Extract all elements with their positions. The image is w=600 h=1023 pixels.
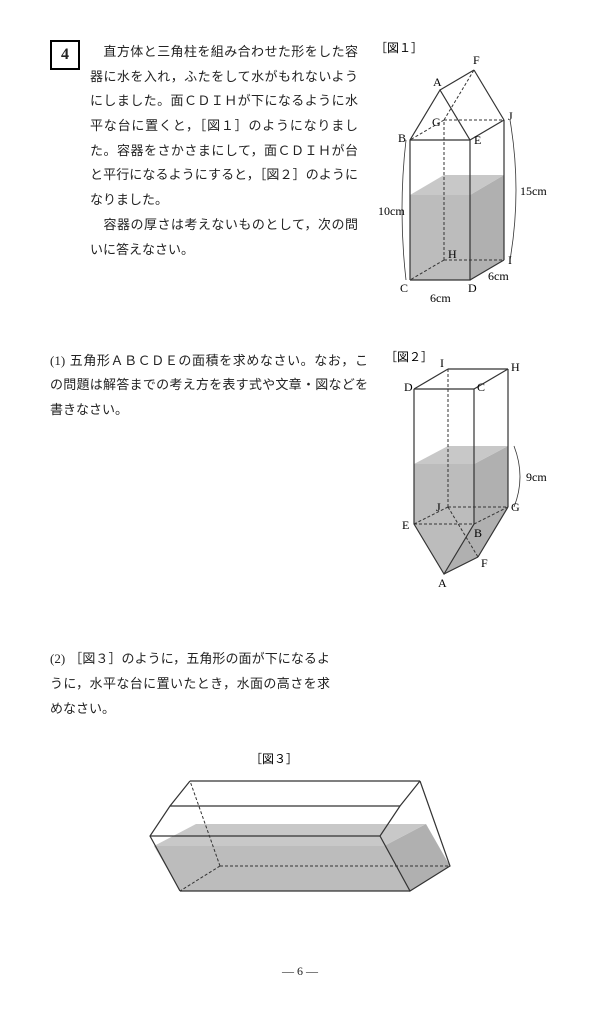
dim bbox=[514, 446, 520, 507]
svg-text:A: A bbox=[433, 75, 442, 89]
water-front bbox=[410, 195, 470, 280]
figure-3-wrap: ［図３］ bbox=[50, 751, 550, 930]
svg-text:15cm: 15cm bbox=[520, 184, 547, 198]
svg-text:10cm: 10cm bbox=[378, 204, 405, 218]
sub-1-block: (1)五角形ＡＢＣＤＥの面積を求めなさい。なお，この問題は解答までの考え方を表す… bbox=[50, 349, 550, 618]
svg-text:G: G bbox=[511, 500, 520, 514]
fig1-label: ［図１］ bbox=[375, 41, 423, 55]
svg-text:F: F bbox=[473, 53, 480, 67]
svg-text:J: J bbox=[508, 109, 513, 123]
fig3-label: ［図３］ bbox=[250, 752, 298, 766]
water-front bbox=[154, 846, 410, 891]
svg-text:C: C bbox=[400, 281, 408, 295]
svg-text:9cm: 9cm bbox=[526, 470, 547, 484]
svg-text:B: B bbox=[474, 526, 482, 540]
page-number: ― 6 ― bbox=[50, 960, 550, 983]
figure-2: ［図２］ bbox=[380, 349, 550, 618]
svg-text:D: D bbox=[468, 281, 477, 295]
svg-text:J: J bbox=[436, 500, 441, 514]
svg-text:C: C bbox=[477, 380, 485, 394]
sub2-text: ［図３］のように，五角形の面が下になるように，水平な台に置いたとき，水面の高さを… bbox=[50, 651, 330, 715]
svg-text:A: A bbox=[438, 576, 447, 590]
sub1-text: 五角形ＡＢＣＤＥの面積を求めなさい。なお，この問題は解答までの考え方を表す式や文… bbox=[50, 353, 368, 417]
sub-2-block: (2)［図３］のように，五角形の面が下になるように，水平な台に置いたとき，水面の… bbox=[50, 647, 550, 721]
sub-2-text-wrap: (2)［図３］のように，五角形の面が下になるように，水平な台に置いたとき，水面の… bbox=[50, 647, 342, 721]
svg-text:D: D bbox=[404, 380, 413, 394]
svg-text:H: H bbox=[511, 360, 520, 374]
svg-text:I: I bbox=[440, 356, 444, 370]
intro-left: 4 直方体と三角柱を組み合わせた形をした容器に水を入れ，ふたをして水がもれないよ… bbox=[50, 40, 370, 262]
svg-text:E: E bbox=[474, 133, 481, 147]
problem-number: 4 bbox=[50, 40, 80, 70]
sub1-num: (1) bbox=[50, 353, 65, 368]
sub-1-text-wrap: (1)五角形ＡＢＣＤＥの面積を求めなさい。なお，この問題は解答までの考え方を表す… bbox=[50, 349, 380, 423]
intro-block: 4 直方体と三角柱を組み合わせた形をした容器に水を入れ，ふたをして水がもれないよ… bbox=[50, 40, 550, 319]
fig2-label: ［図２］ bbox=[385, 350, 433, 364]
svg-text:I: I bbox=[508, 253, 512, 267]
svg-text:B: B bbox=[398, 131, 406, 145]
figure-3: ［図３］ bbox=[130, 751, 470, 921]
svg-text:E: E bbox=[402, 518, 409, 532]
svg-text:6cm: 6cm bbox=[430, 291, 451, 305]
svg-text:6cm: 6cm bbox=[488, 269, 509, 283]
svg-text:H: H bbox=[448, 247, 457, 261]
sub2-num: (2) bbox=[50, 651, 65, 666]
figure-1: ［図１］ bbox=[370, 40, 550, 319]
svg-text:F: F bbox=[481, 556, 488, 570]
svg-text:G: G bbox=[432, 115, 441, 129]
intro-text: 直方体と三角柱を組み合わせた形をした容器に水を入れ，ふたをして水がもれないように… bbox=[90, 40, 370, 262]
